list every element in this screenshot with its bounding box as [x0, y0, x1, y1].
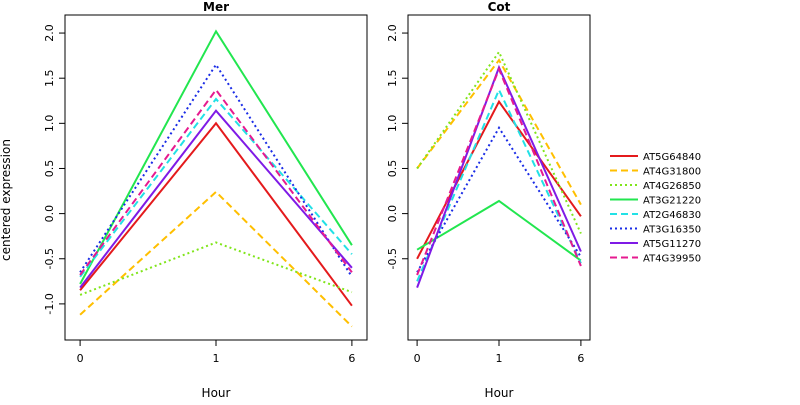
plot-frame: [64, 14, 368, 341]
plot-frame: [407, 14, 591, 341]
series-line-at4g26850: [416, 49, 582, 234]
legend-item: AT3G21220: [610, 196, 701, 207]
series-line-at2g46830: [79, 97, 353, 278]
y-tick-label: 1.5: [386, 69, 399, 87]
series-line-at3g16350: [416, 125, 582, 273]
chart-panels: Mer 0 1 6 -1.0 -0.5 0.0 0.5 1.0 1.5 2.0 Hour Cot 0 1 6 -…: [43, 0, 591, 400]
y-tick-label: -0.5: [43, 248, 56, 269]
legend-item: AT4G26850: [610, 181, 701, 192]
y-tick-label: 0.0: [43, 205, 56, 223]
legend-label: AT3G16350: [643, 225, 701, 236]
y-tick-label: 1.0: [43, 115, 56, 133]
legend-label: AT5G11270: [643, 239, 701, 250]
y-tick-label: -1.0: [43, 293, 56, 314]
legend-item: AT4G31800: [610, 167, 701, 178]
y-tick-label: 0.5: [43, 160, 56, 178]
series-line-at3g21220: [416, 199, 582, 262]
panel-1: Cot 0 1 6 -0.5 0.0 0.5 1.0 1.5 2.0 Hour: [386, 0, 591, 400]
legend-item: AT2G46830: [610, 210, 701, 221]
legend-label: AT3G21220: [643, 196, 701, 207]
legend: AT5G64840 AT4G31800 AT4G26850 AT3G21220 AT2G…: [610, 152, 701, 265]
legend-item: AT5G11270: [610, 239, 701, 250]
series-line-at4g31800: [416, 58, 582, 206]
series-line-at5g64840: [416, 99, 582, 260]
y-tick-label: 0.0: [386, 205, 399, 223]
legend-label: AT5G64840: [643, 152, 701, 163]
x-axis-label: Hour: [485, 386, 514, 400]
series-line-at2g46830: [416, 87, 582, 282]
panel-0: Mer 0 1 6 -1.0 -0.5 0.0 0.5 1.0 1.5 2.0 Hour: [43, 0, 368, 400]
series-line-at4g31800: [79, 190, 353, 328]
x-tick-label: 6: [577, 352, 584, 365]
y-tick-label: -0.5: [386, 248, 399, 269]
legend-item: AT5G64840: [610, 152, 701, 163]
legend-item: AT3G16350: [610, 225, 701, 236]
y-axis-label: centered expression: [0, 139, 13, 261]
legend-item: AT4G39950: [610, 254, 701, 265]
y-tick-label: 0.5: [386, 160, 399, 178]
legend-label: AT4G26850: [643, 181, 701, 192]
x-tick-label: 0: [414, 352, 421, 365]
y-tick-label: 2.0: [43, 24, 56, 42]
legend-label: AT2G46830: [643, 210, 701, 221]
series-line-at5g64840: [79, 121, 353, 307]
panel-title: Cot: [488, 0, 511, 14]
x-tick-label: 1: [496, 352, 503, 365]
y-tick-label: 1.0: [386, 115, 399, 133]
x-tick-label: 6: [348, 352, 355, 365]
y-tick-label: 1.5: [43, 69, 56, 87]
series-line-at5g11270: [79, 109, 353, 289]
x-tick-label: 0: [77, 352, 84, 365]
x-tick-label: 1: [213, 352, 220, 365]
panel-title: Mer: [203, 0, 229, 14]
series-line-at3g16350: [79, 62, 353, 278]
legend-label: AT4G39950: [643, 254, 701, 265]
series-line-at4g26850: [79, 241, 353, 296]
legend-label: AT4G31800: [643, 167, 701, 178]
series-line-at3g21220: [79, 29, 353, 285]
x-axis-label: Hour: [202, 386, 231, 400]
y-tick-label: 2.0: [386, 24, 399, 42]
series-line-at4g39950: [416, 66, 582, 276]
